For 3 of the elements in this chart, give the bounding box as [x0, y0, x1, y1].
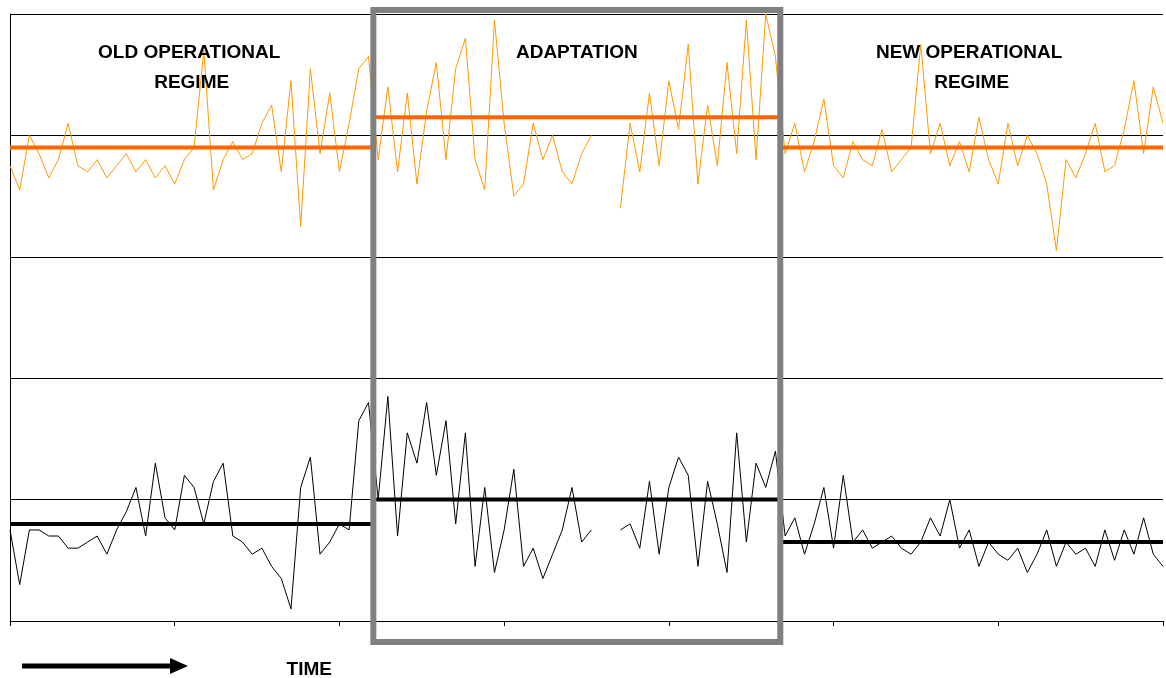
annotation: ADAPTATION: [515, 40, 638, 62]
annotation: NEW OPERATIONAL REGIME: [875, 40, 1068, 92]
x-axis-title: TIME: [286, 658, 332, 678]
